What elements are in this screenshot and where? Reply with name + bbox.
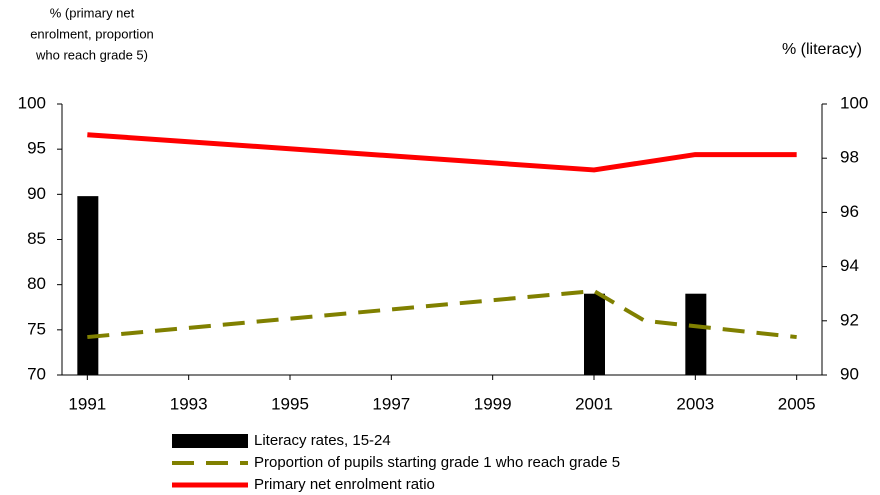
bar — [77, 196, 99, 375]
x-tick-label: 1995 — [271, 394, 309, 413]
x-tick-label: 2001 — [575, 394, 613, 413]
legend-label: Proportion of pupils starting grade 1 wh… — [254, 454, 620, 471]
bar — [584, 293, 605, 375]
y-tick-label: 75 — [27, 319, 46, 338]
y-tick-label: 100 — [18, 93, 46, 112]
y2-tick-label: 92 — [840, 310, 859, 329]
x-tick-label: 2003 — [676, 394, 714, 413]
y2-axis-title: % (literacy) — [782, 41, 862, 58]
y-tick-label: 90 — [27, 184, 46, 203]
y-tick-label: 80 — [27, 274, 46, 293]
y2-tick-label: 98 — [840, 148, 859, 167]
y-tick-label: 85 — [27, 229, 46, 248]
y-tick-label: 95 — [27, 139, 46, 158]
bar — [685, 293, 707, 375]
y2-tick-label: 94 — [840, 256, 859, 275]
y-tick-label: 70 — [27, 364, 46, 383]
x-tick-label: 1991 — [68, 394, 106, 413]
y-axis-title: % (primary net — [50, 5, 135, 20]
y2-tick-label: 96 — [840, 202, 859, 221]
y2-tick-label: 100 — [840, 93, 868, 112]
legend-label: Literacy rates, 15-24 — [254, 432, 391, 449]
x-tick-label: 1997 — [372, 394, 410, 413]
line-series — [87, 132, 797, 173]
x-tick-label: 1993 — [170, 394, 208, 413]
y-axis-title: enrolment, proportion — [30, 26, 154, 41]
legend-label: Primary net enrolment ratio — [254, 476, 435, 493]
legend-swatch — [172, 434, 248, 448]
y2-tick-label: 90 — [840, 364, 859, 383]
x-tick-label: 2005 — [778, 394, 816, 413]
y-axis-title: who reach grade 5) — [35, 47, 148, 62]
line-series — [87, 288, 797, 340]
x-tick-label: 1999 — [474, 394, 512, 413]
